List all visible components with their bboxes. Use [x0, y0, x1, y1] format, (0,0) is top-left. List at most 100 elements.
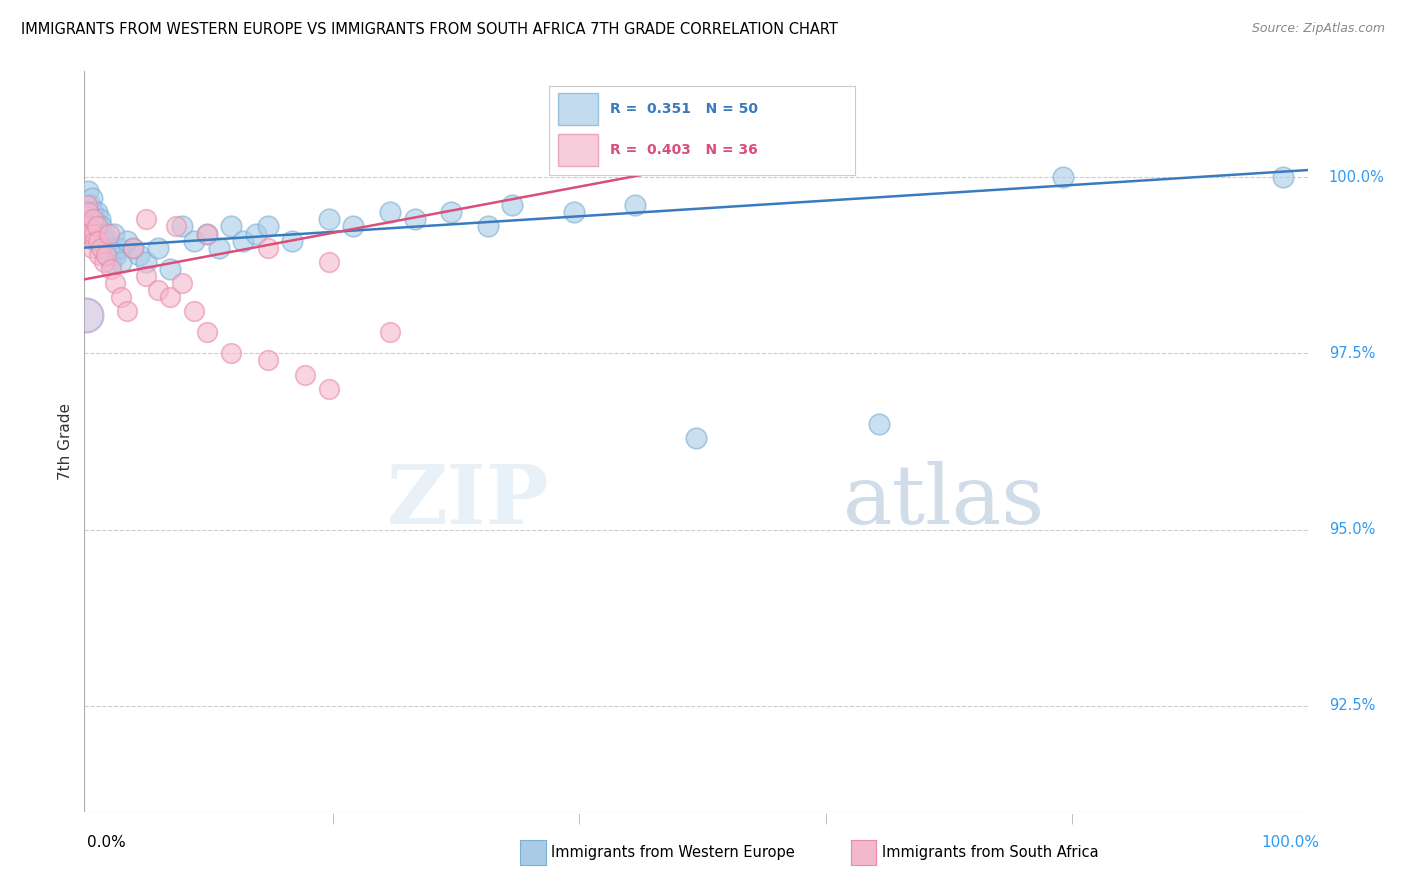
Point	[87, 227, 110, 241]
Point	[501, 198, 523, 212]
Point	[135, 254, 157, 268]
Point	[86, 205, 108, 219]
Point	[115, 234, 138, 248]
Point	[135, 212, 157, 227]
Point	[77, 205, 100, 219]
Point	[100, 261, 122, 276]
Text: |: |	[824, 814, 828, 824]
Point	[77, 184, 100, 198]
Text: |: |	[332, 814, 335, 824]
Point	[440, 205, 463, 219]
Point	[82, 212, 104, 227]
Point	[86, 219, 108, 234]
Point	[281, 234, 304, 248]
Point	[172, 219, 194, 234]
Text: Source: ZipAtlas.com: Source: ZipAtlas.com	[1251, 22, 1385, 36]
Point	[122, 241, 145, 255]
Point	[91, 234, 114, 248]
Point	[380, 205, 402, 219]
Point	[159, 261, 181, 276]
Point	[77, 219, 100, 234]
Point	[115, 304, 138, 318]
Text: |: |	[578, 814, 582, 824]
Text: ZIP: ZIP	[387, 461, 550, 541]
Point	[257, 241, 280, 255]
Y-axis label: 7th Grade: 7th Grade	[58, 403, 73, 480]
Point	[294, 368, 316, 382]
Point	[232, 234, 254, 248]
Point	[103, 227, 125, 241]
Text: 100.0%: 100.0%	[1329, 169, 1385, 185]
Point	[87, 219, 110, 234]
Point	[80, 191, 103, 205]
Text: 95.0%: 95.0%	[1329, 522, 1375, 537]
Point	[93, 254, 115, 268]
Point	[342, 219, 364, 234]
Point	[97, 227, 120, 241]
Point	[105, 248, 128, 262]
Point	[87, 234, 110, 248]
Point	[318, 212, 340, 227]
Point	[84, 234, 107, 248]
Point	[159, 290, 181, 304]
Point	[82, 205, 104, 219]
Point	[96, 248, 118, 262]
Point	[100, 254, 122, 268]
Point	[83, 212, 105, 227]
Point	[87, 248, 110, 262]
Point	[94, 241, 117, 255]
Point	[318, 254, 340, 268]
Point	[183, 304, 205, 318]
Point	[208, 241, 231, 255]
Text: 100.0%: 100.0%	[1261, 836, 1319, 850]
Point	[219, 346, 242, 360]
Point	[135, 268, 157, 283]
Text: Immigrants from South Africa: Immigrants from South Africa	[882, 846, 1098, 860]
Point	[172, 276, 194, 290]
Point	[90, 219, 112, 234]
Point	[76, 198, 98, 212]
Point	[122, 241, 145, 255]
Point	[97, 241, 120, 255]
Point	[195, 227, 218, 241]
Point	[110, 290, 132, 304]
Point	[80, 241, 103, 255]
Point	[79, 227, 101, 241]
Point	[257, 219, 280, 234]
Point	[195, 325, 218, 339]
Point	[89, 212, 111, 227]
Point	[624, 198, 647, 212]
Text: |: |	[1071, 814, 1074, 824]
Point	[869, 417, 891, 431]
Point	[97, 234, 120, 248]
Point	[219, 219, 242, 234]
Point	[1272, 170, 1295, 185]
Point	[83, 227, 105, 241]
Point	[404, 212, 426, 227]
Point	[380, 325, 402, 339]
Point	[75, 308, 97, 322]
Point	[195, 227, 218, 241]
Point	[110, 254, 132, 268]
Point	[685, 431, 707, 445]
Point	[84, 219, 107, 234]
Point	[165, 219, 187, 234]
Text: 0.0%: 0.0%	[87, 836, 127, 850]
Point	[146, 283, 169, 297]
Point	[93, 227, 115, 241]
Point	[318, 382, 340, 396]
Point	[562, 205, 585, 219]
Point	[245, 227, 267, 241]
Text: 97.5%: 97.5%	[1329, 346, 1375, 361]
Point	[146, 241, 169, 255]
Text: IMMIGRANTS FROM WESTERN EUROPE VS IMMIGRANTS FROM SOUTH AFRICA 7TH GRADE CORRELA: IMMIGRANTS FROM WESTERN EUROPE VS IMMIGR…	[21, 22, 838, 37]
Point	[90, 241, 112, 255]
Text: Immigrants from Western Europe: Immigrants from Western Europe	[551, 846, 794, 860]
Point	[104, 276, 127, 290]
Point	[107, 241, 129, 255]
Text: 92.5%: 92.5%	[1329, 698, 1375, 714]
Point	[79, 198, 101, 212]
Point	[128, 248, 150, 262]
Point	[183, 234, 205, 248]
Text: atlas: atlas	[842, 461, 1045, 541]
